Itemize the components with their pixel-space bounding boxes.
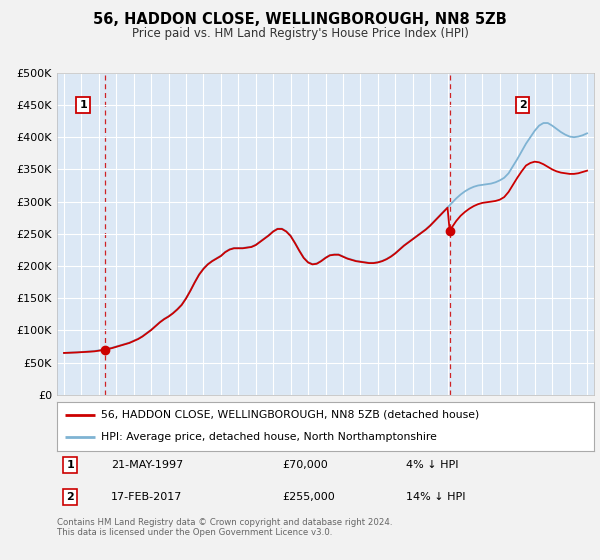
Text: 2: 2 [67,492,74,502]
Text: £70,000: £70,000 [283,460,328,470]
Text: 2: 2 [518,100,526,110]
Text: 14% ↓ HPI: 14% ↓ HPI [406,492,466,502]
Text: 1: 1 [67,460,74,470]
Text: 56, HADDON CLOSE, WELLINGBOROUGH, NN8 5ZB: 56, HADDON CLOSE, WELLINGBOROUGH, NN8 5Z… [93,12,507,27]
Text: 56, HADDON CLOSE, WELLINGBOROUGH, NN8 5ZB (detached house): 56, HADDON CLOSE, WELLINGBOROUGH, NN8 5Z… [101,410,479,420]
Text: 17-FEB-2017: 17-FEB-2017 [111,492,182,502]
Text: £255,000: £255,000 [283,492,335,502]
Text: HPI: Average price, detached house, North Northamptonshire: HPI: Average price, detached house, Nort… [101,432,437,442]
Text: 21-MAY-1997: 21-MAY-1997 [111,460,183,470]
Text: Contains HM Land Registry data © Crown copyright and database right 2024.
This d: Contains HM Land Registry data © Crown c… [57,518,392,538]
Text: 1: 1 [79,100,87,110]
Text: 4% ↓ HPI: 4% ↓ HPI [406,460,458,470]
Text: Price paid vs. HM Land Registry's House Price Index (HPI): Price paid vs. HM Land Registry's House … [131,27,469,40]
